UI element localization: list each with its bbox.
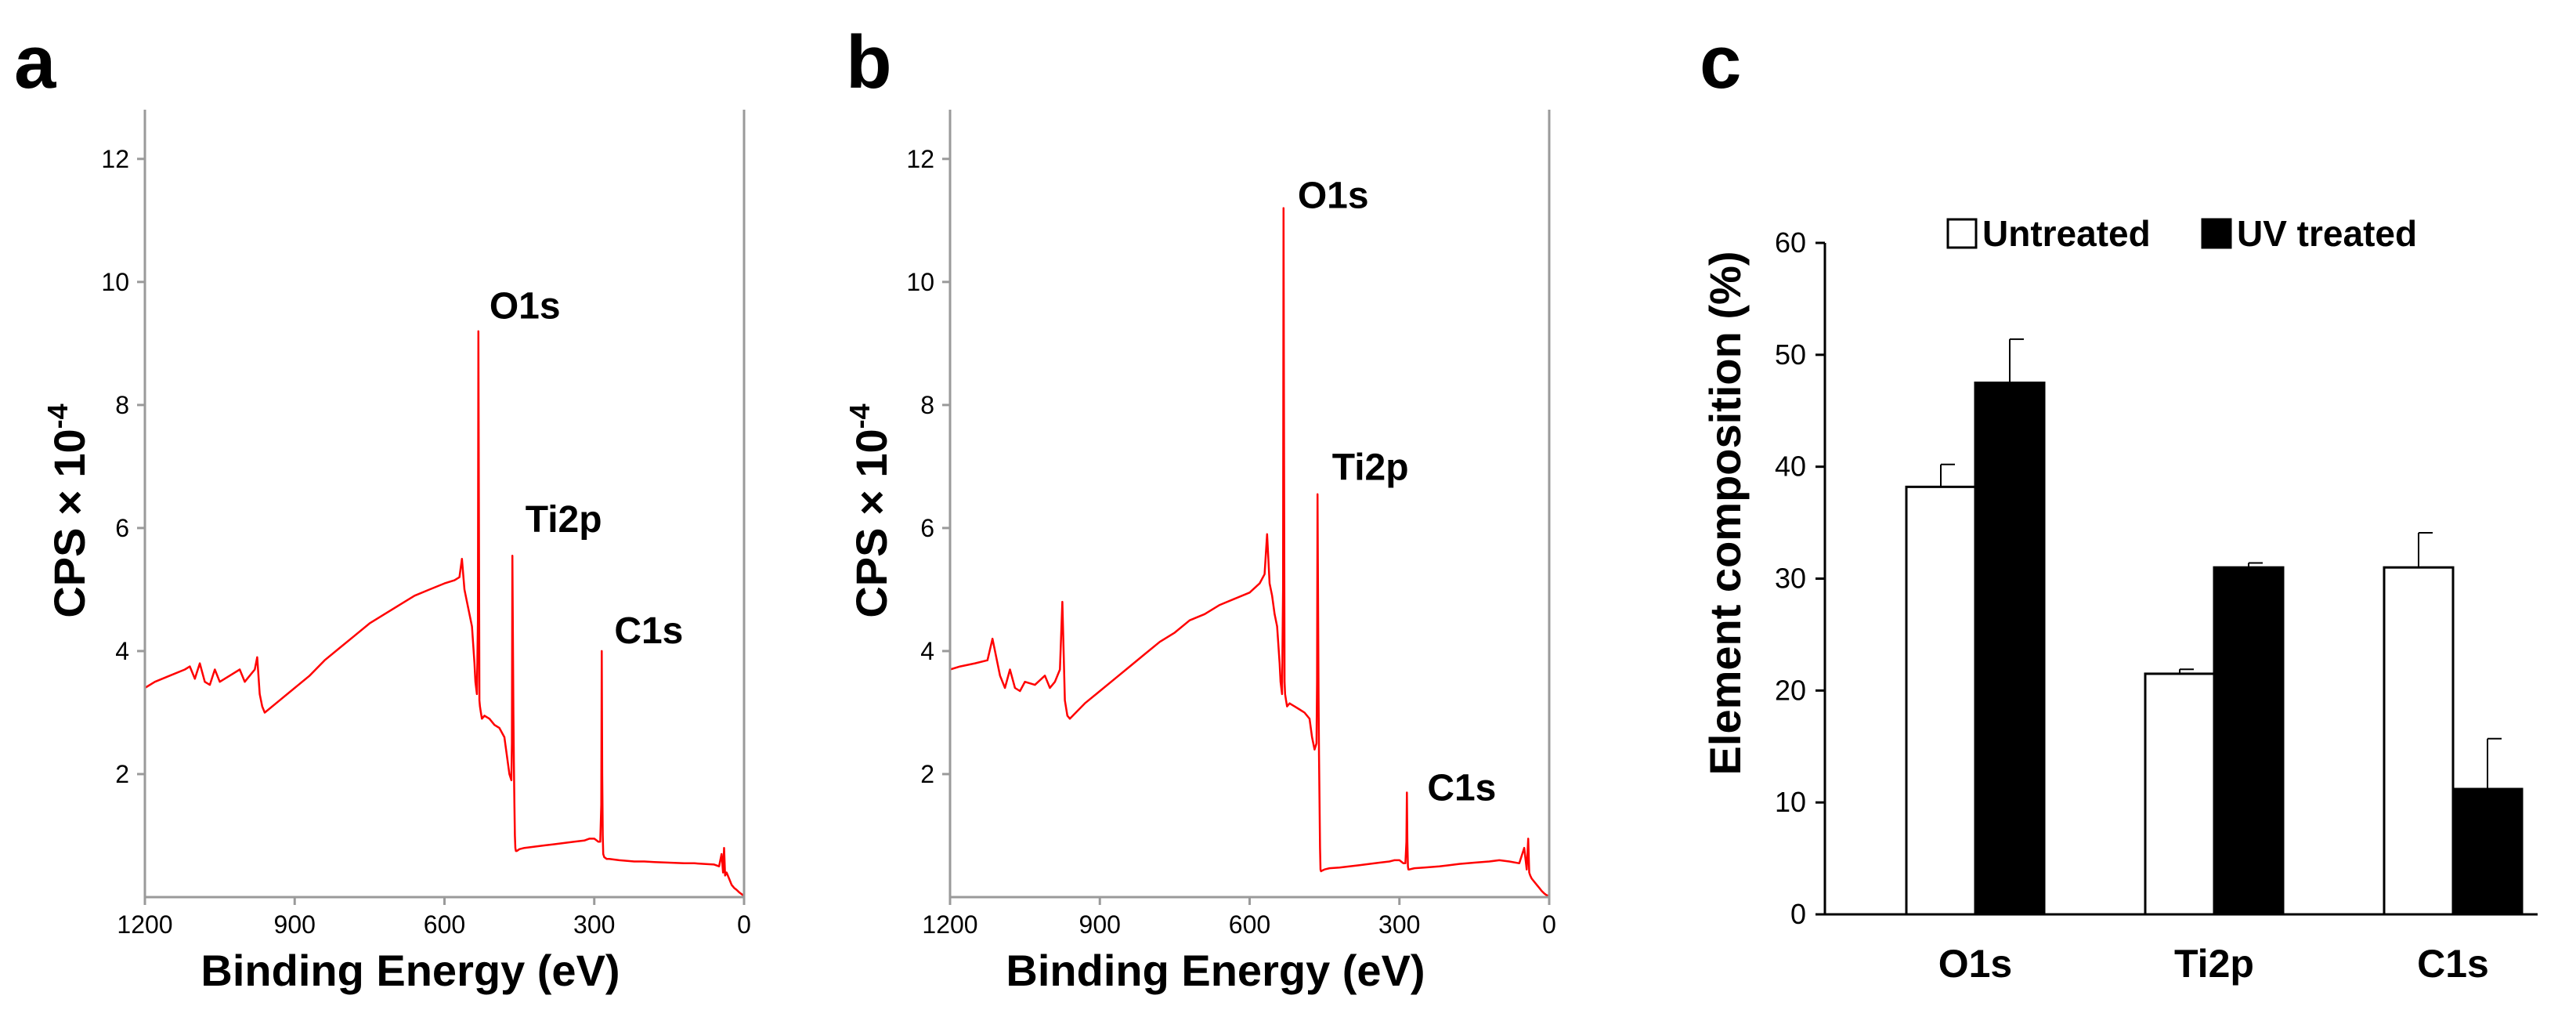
y-tick-label-a: 10 <box>101 268 129 296</box>
y-axis-title-a-exp: -4 <box>42 404 74 429</box>
legend-swatch-untreated <box>1946 218 1978 249</box>
bar-c1s-uv-treated <box>2451 787 2524 916</box>
spectrum-a-layer <box>144 330 745 897</box>
y-tick-label-c: 10 <box>1775 786 1806 818</box>
y-axis-title-b-exp: -4 <box>844 404 876 429</box>
y-tick-label-a: 2 <box>115 760 129 788</box>
bar-o1s-untreated <box>1905 485 1977 916</box>
x-tick-label-b: 0 <box>1542 910 1556 939</box>
peak-label-ti2p-a: Ti2p <box>526 499 602 541</box>
y-tick-label-c: 60 <box>1775 226 1806 259</box>
bar-o1s-uv-treated <box>1974 382 2046 916</box>
y-tick-label-c: 30 <box>1775 563 1806 595</box>
bar-c1s-untreated <box>2383 566 2455 916</box>
y-axis-title-b-main: CPS × 10 <box>847 429 896 617</box>
y-axis-title-c: Element composition (%) <box>1700 252 1750 776</box>
y-tick-label-c: 20 <box>1775 674 1806 706</box>
bars-c <box>1905 338 2524 916</box>
spectrum-line-b <box>949 207 1550 897</box>
chart-panel-b: 2 4 6 8 10 12 1200 900 600 300 0 O1s Ti2p C1s Bindin… <box>844 110 1556 995</box>
x-axis-title-a: Binding Energy (eV) <box>201 946 620 995</box>
x-tick-label-a: 600 <box>424 910 465 939</box>
y-axis-title-a: CPS × 10-4 <box>42 404 94 617</box>
y-tick-label-b: 2 <box>920 760 934 788</box>
panel-letter-a: a <box>14 20 56 104</box>
x-tick-label-b: 300 <box>1378 910 1420 939</box>
category-label-o1s: O1s <box>1938 942 2013 986</box>
x-axis-title-b: Binding Energy (eV) <box>1006 946 1425 995</box>
y-tick-label-c: 40 <box>1775 451 1806 483</box>
y-tick-label-b: 4 <box>920 637 934 665</box>
x-tick-label-a: 900 <box>274 910 316 939</box>
y-tick-label-a: 8 <box>115 391 129 419</box>
spectrum-b-layer <box>949 207 1550 897</box>
legend-c: Untreated UV treated <box>1946 213 2417 254</box>
peak-label-ti2p-b: Ti2p <box>1332 447 1409 489</box>
axes-a <box>143 110 746 899</box>
x-tick-label-a: 0 <box>737 910 751 939</box>
x-tick-label-a: 1200 <box>117 910 172 939</box>
category-label-ti2p: Ti2p <box>2174 942 2254 986</box>
x-tick-label-b: 900 <box>1079 910 1121 939</box>
ticks-c: O1s Ti2p C1s 0 10 20 30 40 50 60 <box>1775 226 2489 986</box>
y-axis-title-a-main: CPS × 10 <box>45 429 94 617</box>
y-axis-title-b: CPS × 10-4 <box>844 404 896 617</box>
y-tick-label-b: 6 <box>920 514 934 542</box>
peak-label-o1s-b: O1s <box>1298 176 1369 217</box>
y-tick-label-b: 12 <box>906 145 934 173</box>
y-tick-label-b: 10 <box>906 268 934 296</box>
bar-ti2p-untreated <box>2144 672 2216 916</box>
legend-label-uv-treated: UV treated <box>2237 213 2417 254</box>
panel-letter-c: c <box>1700 20 1741 104</box>
y-tick-label-a: 12 <box>101 145 129 173</box>
annotations-a: O1s Ti2p C1s <box>490 286 684 652</box>
legend-label-untreated: Untreated <box>1982 213 2151 254</box>
x-tick-label-a: 300 <box>573 910 615 939</box>
y-tick-label-a: 4 <box>115 637 129 665</box>
y-tick-label-c: 0 <box>1790 898 1806 930</box>
y-tick-label-b: 8 <box>920 391 934 419</box>
x-tick-label-b: 600 <box>1229 910 1270 939</box>
panel-letter-b: b <box>846 20 892 104</box>
x-tick-label-b: 1200 <box>922 910 977 939</box>
category-label-c1s: C1s <box>2417 942 2489 986</box>
ticks-b: 2 4 6 8 10 12 1200 900 600 300 0 <box>906 145 1555 939</box>
peak-label-c1s-a: C1s <box>614 610 683 652</box>
y-tick-label-c: 50 <box>1775 338 1806 371</box>
peak-label-c1s-b: C1s <box>1427 768 1496 809</box>
peak-label-o1s-a: O1s <box>490 286 561 328</box>
y-tick-label-a: 6 <box>115 514 129 542</box>
annotations-b: O1s Ti2p C1s <box>1298 176 1497 809</box>
legend-swatch-uv-treated <box>2201 218 2232 249</box>
chart-panel-c: O1s Ti2p C1s 0 10 20 30 40 50 60 Untreated UV trea… <box>1700 213 2538 986</box>
bar-ti2p-uv-treated <box>2213 566 2285 916</box>
chart-panel-a: 2 4 6 8 10 12 1200 900 600 300 0 O1s Ti2p C1s Bindin… <box>42 110 751 995</box>
ticks-a: 2 4 6 8 10 12 1200 900 600 300 0 <box>101 145 750 939</box>
spectrum-line-a <box>144 330 745 897</box>
